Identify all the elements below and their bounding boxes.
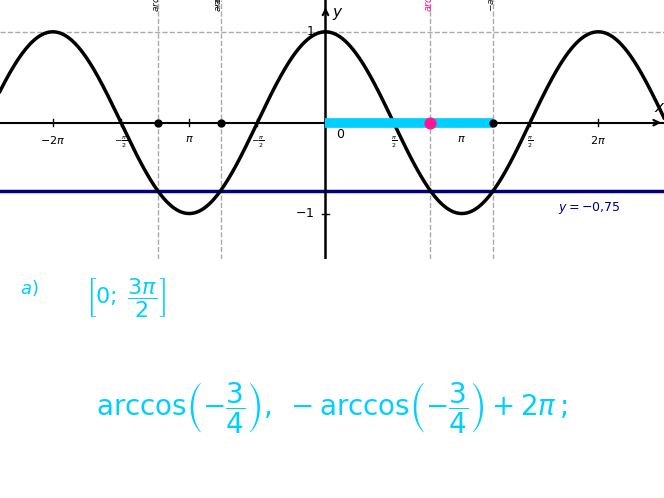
Text: $\pi$: $\pi$ <box>457 134 466 144</box>
Text: $0$: $0$ <box>337 128 345 141</box>
Point <box>153 119 163 126</box>
Text: $\frac{\pi}{2}$: $\frac{\pi}{2}$ <box>527 134 533 150</box>
Text: $1$: $1$ <box>306 25 315 38</box>
Text: $y$: $y$ <box>332 6 343 22</box>
Text: $-\frac{\pi}{2}$: $-\frac{\pi}{2}$ <box>114 134 127 150</box>
Text: $\left[0;\;\dfrac{3\pi}{2}\right]$: $\left[0;\;\dfrac{3\pi}{2}\right]$ <box>86 276 166 319</box>
Text: $arccos(-0{,}75)$: $arccos(-0{,}75)$ <box>422 0 435 12</box>
Text: $a)$: $a)$ <box>20 278 39 298</box>
Text: $\pi$: $\pi$ <box>185 134 194 144</box>
Text: $-arccos(-0{,}75)$: $-arccos(-0{,}75)$ <box>212 0 224 12</box>
Text: $\frac{\pi}{2}$: $\frac{\pi}{2}$ <box>390 134 396 150</box>
Text: $x$: $x$ <box>654 101 664 116</box>
Text: $-1$: $-1$ <box>295 207 315 220</box>
Text: $-\frac{\pi}{2}$: $-\frac{\pi}{2}$ <box>250 134 264 150</box>
Text: 58: 58 <box>630 481 644 491</box>
Text: $\arccos\!\left(-\dfrac{3}{4}\right),\;-\arccos\!\left(-\dfrac{3}{4}\right)+2\pi: $\arccos\!\left(-\dfrac{3}{4}\right),\;-… <box>96 379 568 435</box>
Point <box>488 119 499 126</box>
Text: $2\pi$: $2\pi$ <box>590 134 606 146</box>
Text: $y{=}{-}0{,}75$: $y{=}{-}0{,}75$ <box>558 200 621 216</box>
Text: $arccos(-0{,}75){-}2$: $arccos(-0{,}75){-}2$ <box>149 0 161 12</box>
Point <box>215 119 226 126</box>
Text: $-2\pi$: $-2\pi$ <box>41 134 66 146</box>
Text: $arccos(-0{,}75)$: $arccos(-0{,}75)$ <box>212 0 224 12</box>
Point <box>425 119 436 126</box>
Text: $-arccos(-0{,}75){+}2$: $-arccos(-0{,}75){+}2$ <box>485 0 497 12</box>
